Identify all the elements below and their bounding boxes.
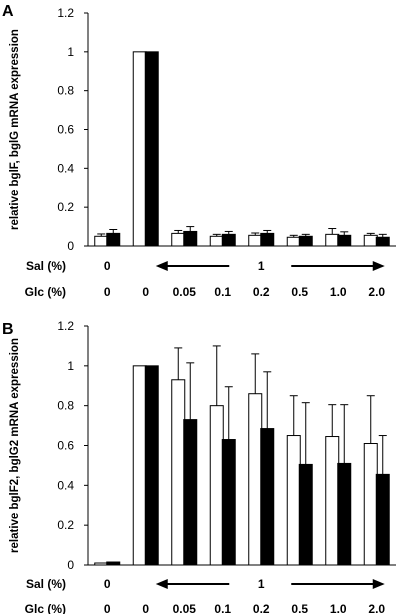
glc-value: 0.05: [173, 285, 197, 299]
sal-value: 1: [258, 577, 265, 591]
bar-white: [325, 233, 340, 247]
glc-value: 1.0: [330, 602, 347, 614]
right-arrow-head: [372, 579, 385, 589]
bar-black: [337, 462, 352, 566]
bar-white: [171, 379, 186, 566]
bar-black: [183, 230, 198, 247]
bar-white: [132, 51, 147, 247]
bar-black: [144, 365, 159, 566]
glc-value: 0: [142, 285, 149, 299]
bar-white: [171, 232, 186, 247]
bar-white: [286, 435, 301, 566]
sal-value: 0: [104, 259, 111, 273]
y-tick-label: 0.8: [57, 399, 74, 413]
y-axis-label: relative bglF2, bglG2 mRNA expression: [9, 338, 21, 553]
glc-value: 0: [104, 602, 111, 614]
glc-value: 0: [142, 602, 149, 614]
bar-white: [209, 235, 224, 247]
panel-letter: B: [2, 321, 14, 338]
glc-value: 1.0: [330, 285, 347, 299]
sal-value: 1: [258, 259, 265, 273]
bar-white: [248, 393, 263, 566]
bar-white: [363, 234, 378, 247]
bar-black: [221, 439, 236, 566]
y-tick-label: 1: [67, 359, 74, 373]
sal-row-label: Sal (%): [26, 259, 66, 273]
bar-black: [106, 561, 121, 566]
y-tick-label: 0.6: [57, 439, 74, 453]
bar-black: [106, 232, 121, 247]
bar-white: [209, 405, 224, 566]
glc-value: 0.2: [253, 602, 270, 614]
bar-white: [94, 235, 109, 247]
bar-white: [94, 562, 109, 566]
bar-black: [183, 419, 198, 566]
bar-black: [221, 233, 236, 247]
sal-value: 0: [104, 577, 111, 591]
y-tick-label: 0.2: [57, 200, 74, 214]
glc-value: 2.0: [368, 285, 385, 299]
sal-row-label: Sal (%): [26, 577, 66, 591]
left-arrow-head: [155, 579, 168, 589]
bar-black: [144, 51, 159, 247]
bar-black: [298, 235, 313, 247]
glc-row-label: Glc (%): [25, 285, 66, 299]
bar-white: [363, 443, 378, 566]
y-tick-label: 0: [67, 239, 74, 253]
bar-white: [248, 234, 263, 247]
y-tick-label: 0.4: [57, 161, 74, 175]
left-arrow-head: [155, 261, 168, 271]
glc-value: 2.0: [368, 602, 385, 614]
bar-black: [260, 428, 275, 566]
bar-black: [375, 473, 390, 566]
bar-white: [132, 365, 147, 566]
bar-black: [337, 234, 352, 247]
y-tick-label: 0.8: [57, 84, 74, 98]
y-tick-label: 1: [67, 45, 74, 59]
y-tick-label: 1.2: [57, 319, 74, 333]
glc-value: 0.5: [291, 602, 308, 614]
glc-value: 0.2: [253, 285, 270, 299]
bar-black: [260, 232, 275, 247]
glc-value: 0.05: [173, 602, 197, 614]
glc-value: 0.1: [214, 602, 231, 614]
y-tick-label: 0.2: [57, 518, 74, 532]
bar-black: [375, 236, 390, 247]
glc-value: 0.5: [291, 285, 308, 299]
bar-white: [286, 236, 301, 247]
y-tick-label: 0: [67, 558, 74, 572]
bar-black: [298, 463, 313, 566]
glc-row-label: Glc (%): [25, 602, 66, 614]
panel-letter: A: [2, 3, 14, 20]
glc-value: 0.1: [214, 285, 231, 299]
y-tick-label: 1.2: [57, 6, 74, 20]
bar-white: [325, 436, 340, 566]
y-axis-label: relative bglF, bglG mRNA expression: [9, 29, 21, 230]
glc-value: 0: [104, 285, 111, 299]
y-tick-label: 0.6: [57, 123, 74, 137]
right-arrow-head: [372, 261, 385, 271]
y-tick-label: 0.4: [57, 478, 74, 492]
